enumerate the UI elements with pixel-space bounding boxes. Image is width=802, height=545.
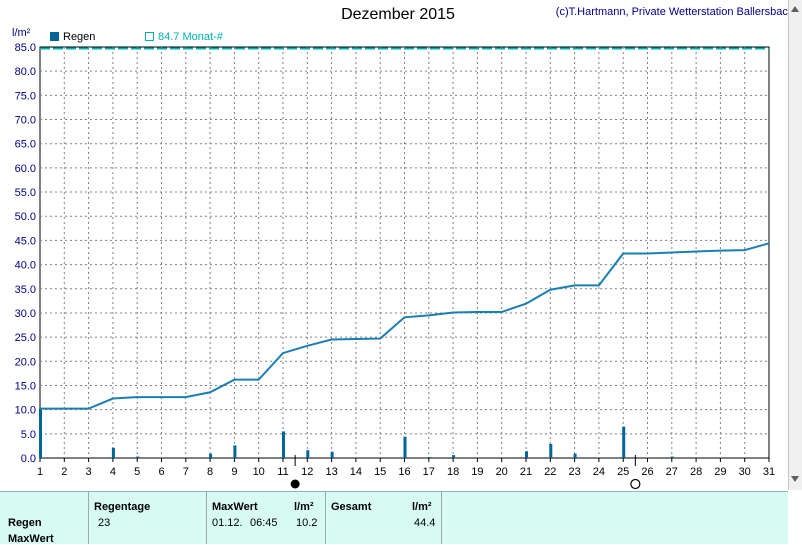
x-tick-label: 4 [110, 466, 116, 478]
y-tick-label: 45.0 [15, 235, 36, 247]
y-tick-label: 5.0 [21, 429, 36, 441]
stats-divider [206, 492, 207, 544]
col-header-regentage: Regentage [94, 501, 151, 513]
x-tick-label: 21 [520, 466, 532, 478]
stats-divider [325, 492, 326, 544]
x-tick-label: 7 [183, 466, 189, 478]
rain-bar [573, 453, 577, 458]
x-tick-label: 20 [496, 466, 508, 478]
x-tick-label: 10 [253, 466, 265, 478]
y-tick-label: 55.0 [15, 187, 36, 199]
legend-item-reference: 84.7 Monat-# [145, 31, 223, 43]
row-label-maxwert: MaxWert [8, 533, 54, 545]
x-tick-label: 9 [231, 466, 237, 478]
x-tick-label: 22 [544, 466, 556, 478]
rain-bar [282, 431, 285, 458]
x-tick-label: 18 [447, 466, 459, 478]
col-header-maxwert: MaxWert [212, 501, 258, 513]
x-tick-label: 23 [568, 466, 580, 478]
legend-label-reference: 84.7 Monat-# [158, 31, 223, 43]
value-max-time: 06:45 [250, 517, 278, 529]
value-gesamt: 44.4 [414, 517, 436, 529]
y-tick-label: 35.0 [15, 284, 36, 296]
chart-title: Dezember 2015 [341, 6, 455, 23]
stats-panel: Regentage MaxWert l/m² Gesamt l/m² Regen… [0, 491, 788, 545]
rain-bar [111, 447, 115, 458]
col-header-unit: l/m² [294, 501, 314, 513]
x-tick-label: 1 [37, 466, 43, 478]
rain-bar [525, 451, 528, 458]
y-tick-label: 30.0 [15, 308, 36, 320]
col-header-unit: l/m² [412, 501, 432, 513]
rain-bar [403, 436, 407, 458]
stats-divider [441, 492, 442, 544]
y-tick-label: 50.0 [15, 211, 36, 223]
x-tick-label: 24 [593, 466, 605, 478]
scroll-down-icon[interactable] [791, 476, 799, 482]
x-tick-label: 30 [739, 466, 751, 478]
row-label-regen: Regen [8, 517, 42, 529]
y-tick-label: 80.0 [15, 66, 36, 78]
x-tick-label: 8 [207, 466, 213, 478]
legend-swatch-regen [50, 32, 59, 41]
rain-bar [330, 451, 334, 458]
rain-bar [233, 445, 237, 458]
rain-bar [670, 456, 674, 458]
x-tick-label: 19 [471, 466, 483, 478]
y-tick-label: 0.0 [21, 453, 36, 465]
y-tick-label: 40.0 [15, 260, 36, 272]
x-tick-label: 13 [325, 466, 337, 478]
rain-bar [427, 457, 431, 458]
x-tick-label: 16 [398, 466, 410, 478]
vertical-scrollbar[interactable] [788, 0, 802, 490]
full-moon-icon [630, 478, 641, 490]
value-regentage: 23 [98, 517, 111, 529]
x-tick-label: 15 [374, 466, 386, 478]
x-tick-label: 12 [301, 466, 313, 478]
x-tick-label: 26 [641, 466, 653, 478]
rain-bar [209, 453, 213, 458]
x-tick-label: 14 [350, 466, 362, 478]
cumulative-line [40, 242, 770, 410]
x-tick-label: 27 [666, 466, 678, 478]
stats-divider [88, 492, 89, 544]
x-tick-label: 17 [423, 466, 435, 478]
value-max-date: 01.12. [212, 517, 243, 529]
y-tick-label: 65.0 [15, 139, 36, 151]
legend-item-regen: Regen [50, 31, 95, 43]
y-axis-unit: l/m² [12, 27, 31, 39]
new-moon-icon [290, 479, 300, 489]
y-tick-label: 60.0 [15, 163, 36, 175]
y-tick-label: 15.0 [15, 380, 36, 392]
x-tick-label: 28 [690, 466, 702, 478]
y-tick-label: 70.0 [15, 115, 36, 127]
copyright-text: (c)T.Hartmann, Private Wetterstation Bal… [555, 6, 794, 18]
legend-label-regen: Regen [63, 31, 96, 43]
x-tick-label: 11 [277, 466, 288, 478]
rain-bar [39, 408, 42, 458]
rain-bar [452, 455, 456, 458]
scroll-up-icon[interactable] [791, 6, 799, 12]
x-tick-label: 6 [158, 466, 164, 478]
y-tick-label: 10.0 [15, 405, 36, 417]
rain-chart: 0.0 5.0 10.0 15.0 20.0 25.0 30.0 35.0 40.0 45.0 50… [15, 42, 775, 490]
x-tick-label: 5 [134, 466, 140, 478]
x-tick-label: 29 [714, 466, 726, 478]
x-tick-label: 2 [61, 466, 67, 478]
y-tick-label: 75.0 [15, 90, 36, 102]
col-header-gesamt: Gesamt [331, 501, 372, 513]
x-tick-label: 25 [617, 466, 629, 478]
value-max: 10.2 [296, 517, 318, 529]
rain-bar [306, 450, 310, 458]
rain-bar [549, 443, 553, 458]
y-tick-label: 25.0 [15, 332, 36, 344]
rain-bar [622, 426, 626, 458]
y-tick-label: 85.0 [15, 42, 36, 54]
legend-swatch-reference [145, 32, 154, 41]
x-tick-label: 31 [763, 466, 775, 478]
x-tick-label: 3 [86, 466, 92, 478]
rain-bar [136, 456, 140, 458]
y-tick-label: 20.0 [15, 356, 36, 368]
